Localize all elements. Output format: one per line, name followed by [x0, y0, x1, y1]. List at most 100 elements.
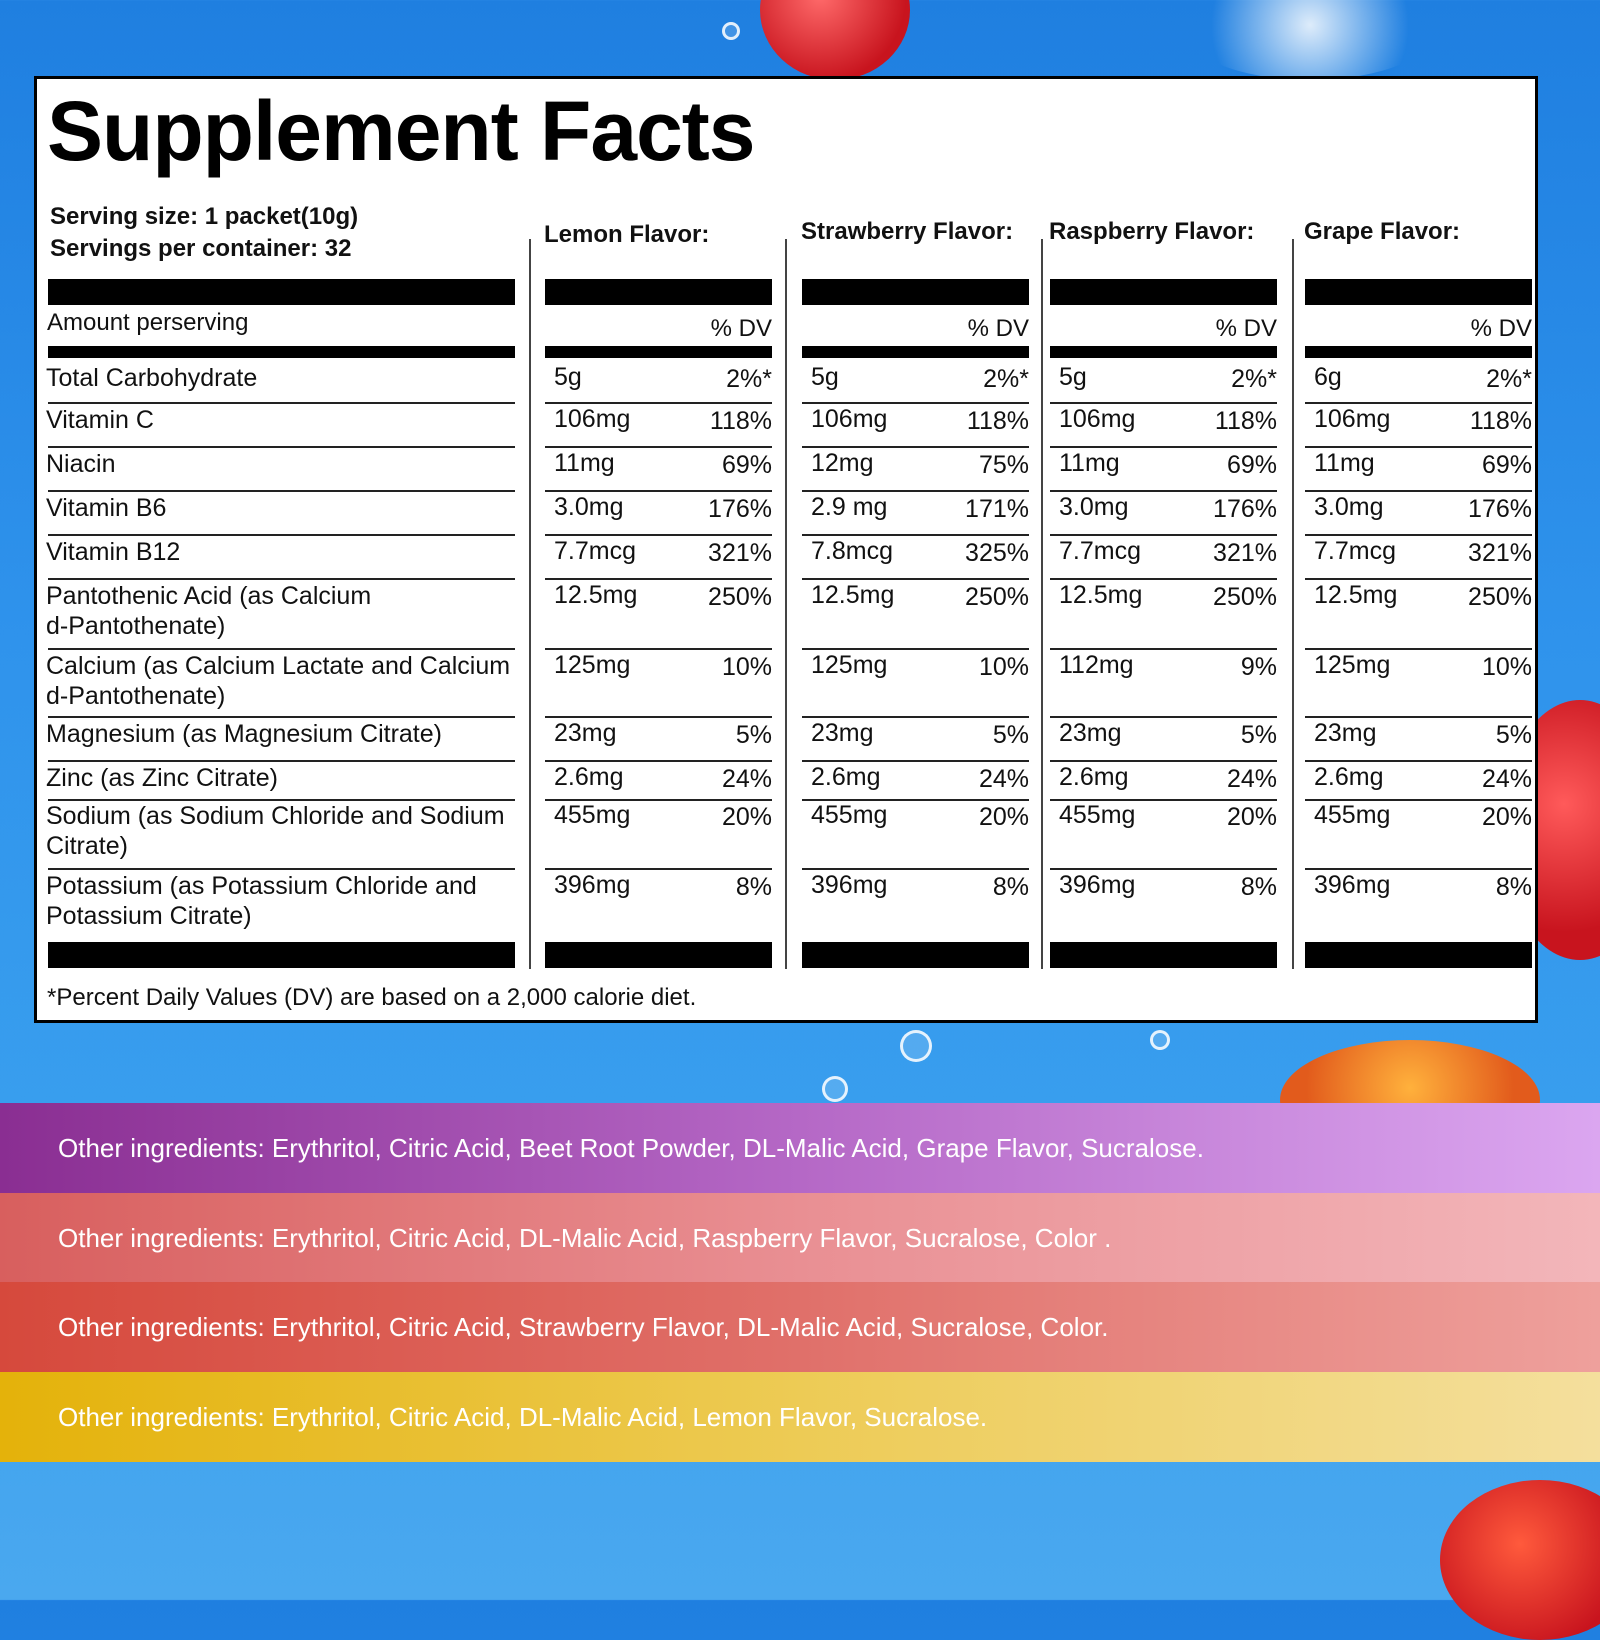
row-divider — [1305, 490, 1532, 492]
dv-header: % DV — [1215, 315, 1277, 342]
row-divider — [802, 760, 1029, 762]
ingredients-band-grape: Other ingredients: Erythritol, Citric Ac… — [0, 1103, 1600, 1193]
flavor-header: Grape Flavor: — [1304, 218, 1461, 245]
amount-cell: 7.7mcg — [554, 537, 636, 565]
amount-per-serving-label: Amount perserving — [47, 309, 249, 336]
row-divider — [1050, 490, 1277, 492]
nutrient-name: Calcium (as Calcium Lactate and Calcium … — [46, 652, 511, 710]
amount-cell: 455mg — [1059, 801, 1136, 829]
row-divider — [1305, 868, 1532, 870]
nutrient-name: Vitamin B6 — [46, 494, 167, 522]
amount-cell: 106mg — [1059, 405, 1136, 433]
dv-cell: 176% — [1213, 495, 1277, 523]
amount-cell: 396mg — [1314, 871, 1391, 899]
flavor-header: Lemon Flavor: — [544, 221, 710, 248]
nutrient-name: Pantothenic Acid (as Calcium d-Pantothen… — [46, 582, 372, 640]
row-divider — [802, 868, 1029, 870]
dv-cell: 2%* — [983, 365, 1029, 393]
row-divider — [1050, 648, 1277, 650]
row-divider — [545, 490, 772, 492]
amount-cell: 6g — [1314, 363, 1342, 391]
amount-cell: 125mg — [1314, 651, 1391, 679]
row-divider — [1305, 716, 1532, 718]
dv-cell: 8% — [735, 873, 772, 901]
thick-rule — [1050, 279, 1277, 305]
water-splash-image — [1180, 0, 1440, 80]
nutrient-name: Sodium (as Sodium Chloride and Sodium Ci… — [46, 802, 505, 860]
row-divider — [48, 760, 515, 762]
serving-info: Serving size: 1 packet(10g) Servings per… — [50, 201, 358, 265]
amount-cell: 7.7mcg — [1059, 537, 1141, 565]
dv-cell: 75% — [978, 451, 1029, 479]
dv-cell: 24% — [978, 765, 1029, 793]
thin-rule — [1305, 346, 1532, 358]
row-divider — [48, 402, 515, 404]
row-divider — [1305, 578, 1532, 580]
amount-cell: 12.5mg — [1059, 581, 1143, 609]
dv-cell: 5% — [735, 721, 772, 749]
dv-header: % DV — [1470, 315, 1532, 342]
amount-cell: 12.5mg — [811, 581, 895, 609]
amount-cell: 455mg — [811, 801, 888, 829]
dv-cell: 10% — [978, 653, 1029, 681]
amount-cell: 125mg — [554, 651, 631, 679]
strawberry-image — [760, 0, 910, 80]
amount-cell: 2.9 mg — [811, 493, 888, 521]
row-divider — [1050, 534, 1277, 536]
row-divider — [1305, 446, 1532, 448]
nutrient-name: Potassium (as Potassium Chloride and Pot… — [46, 872, 477, 930]
amount-cell: 396mg — [1059, 871, 1136, 899]
row-divider — [48, 716, 515, 718]
amount-cell: 12.5mg — [1314, 581, 1398, 609]
dv-cell: 20% — [978, 803, 1029, 831]
bubble-image — [822, 1076, 848, 1102]
dv-cell: 5% — [1240, 721, 1277, 749]
dv-cell: 69% — [721, 451, 772, 479]
dv-cell: 118% — [1469, 407, 1532, 435]
row-divider — [802, 648, 1029, 650]
amount-cell: 12.5mg — [554, 581, 638, 609]
nutrient-name: Vitamin C — [46, 406, 154, 434]
thick-rule — [1305, 942, 1532, 968]
row-divider — [545, 534, 772, 536]
dv-cell: 24% — [1481, 765, 1532, 793]
row-divider — [802, 446, 1029, 448]
row-divider — [1050, 402, 1277, 404]
column-divider — [529, 239, 531, 969]
dv-cell: 250% — [965, 583, 1029, 611]
row-divider — [1305, 648, 1532, 650]
dv-cell: 24% — [721, 765, 772, 793]
ingredients-text-grape: Other ingredients: Erythritol, Citric Ac… — [58, 1132, 1204, 1163]
row-divider — [48, 799, 515, 801]
dv-cell: 69% — [1226, 451, 1277, 479]
servings-per-container: Servings per container: 32 — [50, 235, 352, 262]
page-title: Supplement Facts — [47, 84, 755, 178]
amount-cell: 3.0mg — [554, 493, 624, 521]
nutrient-name: Niacin — [46, 450, 116, 478]
dv-cell: 5% — [992, 721, 1029, 749]
row-divider — [48, 578, 515, 580]
row-divider — [1050, 716, 1277, 718]
row-divider — [48, 534, 515, 536]
nutrient-name: Magnesium (as Magnesium Citrate) — [46, 720, 442, 748]
thin-rule — [48, 346, 515, 358]
dv-cell: 20% — [1226, 803, 1277, 831]
amount-cell: 455mg — [554, 801, 631, 829]
ingredients-text-raspberry: Other ingredients: Erythritol, Citric Ac… — [58, 1222, 1112, 1253]
serving-size: Serving size: 1 packet(10g) — [50, 203, 359, 230]
thin-rule — [545, 346, 772, 358]
row-divider — [1305, 760, 1532, 762]
amount-cell: 125mg — [811, 651, 888, 679]
dv-cell: 8% — [1240, 873, 1277, 901]
amount-cell: 396mg — [811, 871, 888, 899]
row-divider — [48, 490, 515, 492]
row-divider — [1050, 760, 1277, 762]
row-divider — [1050, 446, 1277, 448]
dv-cell: 250% — [1468, 583, 1532, 611]
dv-cell: 24% — [1226, 765, 1277, 793]
amount-cell: 2.6mg — [554, 763, 624, 791]
row-divider — [802, 578, 1029, 580]
dv-cell: 118% — [1214, 407, 1277, 435]
amount-cell: 5g — [554, 363, 582, 391]
dv-cell: 10% — [721, 653, 772, 681]
